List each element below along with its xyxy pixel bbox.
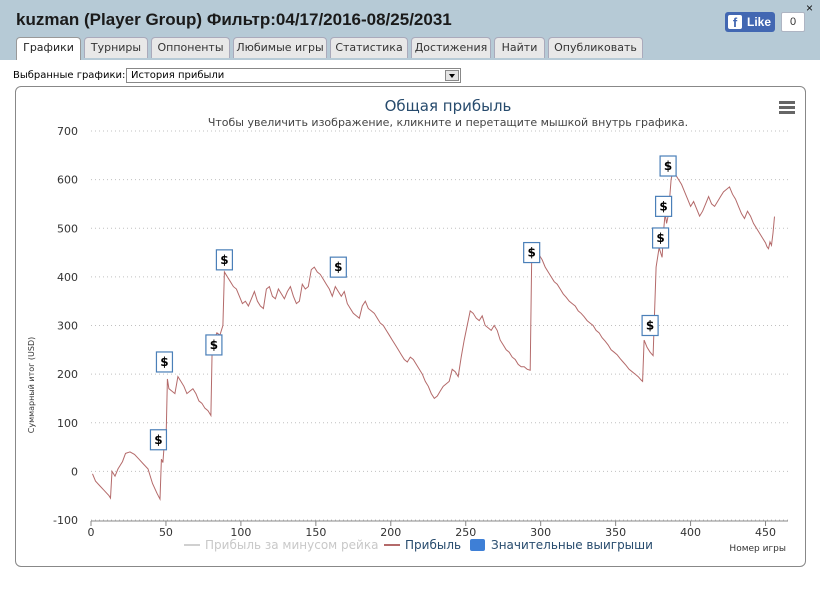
page-title: kuzman (Player Group) Фильтр:04/17/2016-… — [16, 10, 452, 29]
big-win-flag-box — [155, 351, 174, 373]
y-tick-label: 600 — [57, 174, 78, 187]
tab-favorite-games[interactable]: Любимые игры — [233, 37, 327, 58]
x-tick-label: 50 — [159, 526, 173, 539]
legend: Прибыль за минусом рейка Прибыль Значитель… — [184, 538, 653, 552]
x-axis-label: Номер игры — [729, 544, 786, 554]
big-win-flag-box — [651, 227, 670, 249]
dollar-icon: $ — [664, 159, 672, 173]
x-tick-label: 400 — [680, 526, 701, 539]
chart-title: Общая прибыль — [385, 97, 512, 115]
x-tick-label: 450 — [755, 526, 776, 539]
y-tick-label: 300 — [57, 320, 78, 333]
y-tick-label: 700 — [57, 125, 78, 138]
axes: -100 0 100 200 300 400 500 600 700 0 50 100 150 200 25… — [53, 125, 788, 539]
dollar-icon: $ — [334, 260, 342, 274]
profit-series-line — [92, 171, 775, 502]
big-win-flag[interactable]: $ — [155, 351, 174, 373]
tab-tournaments[interactable]: Турниры — [84, 37, 148, 58]
like-count: 0 — [781, 12, 805, 32]
y-tick-label: 100 — [57, 417, 78, 430]
chart-subtitle: Чтобы увеличить изображение, кликните и … — [208, 116, 688, 129]
y-tick-label: 500 — [57, 222, 78, 235]
tab-search[interactable]: Найти — [494, 37, 545, 58]
big-win-flag-box — [215, 249, 234, 271]
big-win-flag[interactable]: $ — [659, 155, 677, 177]
big-win-flag[interactable]: $ — [215, 249, 234, 271]
profit-chart[interactable]: Общая прибыль Чтобы увеличить изображени… — [16, 87, 805, 566]
chart-selector-label: Выбранные графики: — [13, 70, 126, 81]
x-tick-label: 300 — [530, 526, 551, 539]
big-win-flag-box — [523, 241, 541, 264]
tab-statistics[interactable]: Статистика — [330, 37, 408, 58]
chart-panel: Общая прибыль Чтобы увеличить изображени… — [15, 86, 806, 567]
big-win-flag-box — [641, 314, 659, 337]
x-tick-label: 200 — [380, 526, 401, 539]
y-tick-label: 200 — [57, 368, 78, 381]
tab-graphs[interactable]: Графики — [16, 37, 81, 60]
series-layer — [92, 171, 775, 502]
legend-swatch — [470, 539, 485, 551]
big-win-flag-box — [659, 155, 677, 177]
big-win-flag[interactable]: $ — [205, 334, 223, 356]
big-win-flag[interactable]: $ — [654, 195, 673, 217]
big-win-flag-box — [654, 195, 673, 217]
chart-selector-dropdown[interactable]: История прибыли — [126, 68, 461, 83]
tab-publish[interactable]: Опубликовать — [548, 37, 643, 58]
header-bar: kuzman (Player Group) Фильтр:04/17/2016-… — [0, 0, 820, 60]
facebook-icon: f — [728, 15, 742, 30]
dollar-icon: $ — [646, 319, 654, 333]
gridlines — [91, 130, 788, 521]
legend-item-net-of-rake[interactable]: Прибыль за минусом рейка — [184, 538, 378, 552]
big-win-flag-box — [329, 256, 347, 278]
dollar-icon: $ — [656, 231, 664, 245]
x-tick-label: 150 — [305, 526, 326, 539]
big-win-flag[interactable]: $ — [651, 227, 670, 249]
x-tick-label: 100 — [230, 526, 251, 539]
big-wins-layer: $ $ $ $ $ $ $ $ $ $ — [149, 155, 677, 451]
x-tick-label: 0 — [88, 526, 95, 539]
legend-label: Значительные выигрыши — [491, 538, 653, 552]
big-win-flag[interactable]: $ — [523, 241, 541, 264]
tab-achievements[interactable]: Достижения — [411, 37, 491, 58]
chart-selector-value: История прибыли — [131, 70, 225, 81]
big-win-flag-box — [205, 334, 223, 356]
big-win-flag[interactable]: $ — [149, 429, 168, 451]
like-label: Like — [747, 15, 772, 29]
legend-item-big-wins[interactable]: Значительные выигрыши — [470, 538, 653, 552]
legend-label: Прибыль — [405, 538, 461, 552]
y-tick-label: -100 — [53, 514, 78, 527]
y-tick-label: 0 — [71, 465, 78, 478]
dollar-icon: $ — [528, 246, 536, 260]
dollar-icon: $ — [210, 338, 218, 352]
y-tick-label: 400 — [57, 271, 78, 284]
dollar-icon: $ — [160, 355, 168, 369]
dollar-icon: $ — [220, 253, 228, 267]
big-win-flag[interactable]: $ — [641, 314, 659, 337]
chart-menu-icon[interactable] — [779, 101, 795, 114]
facebook-like-button[interactable]: f Like — [725, 12, 775, 32]
legend-label: Прибыль за минусом рейка — [205, 538, 378, 552]
big-win-flag[interactable]: $ — [329, 256, 347, 278]
tab-opponents[interactable]: Оппоненты — [151, 37, 230, 58]
y-axis-label: Суммарный итог (USD) — [27, 337, 36, 434]
x-tick-label: 250 — [455, 526, 476, 539]
dollar-icon: $ — [659, 199, 667, 213]
dropdown-arrow-icon[interactable] — [445, 70, 459, 81]
big-win-flag-box — [149, 429, 168, 451]
dollar-icon: $ — [154, 433, 162, 447]
legend-item-profit[interactable]: Прибыль — [384, 538, 461, 552]
close-icon[interactable]: × — [806, 1, 814, 15]
x-tick-label: 350 — [605, 526, 626, 539]
